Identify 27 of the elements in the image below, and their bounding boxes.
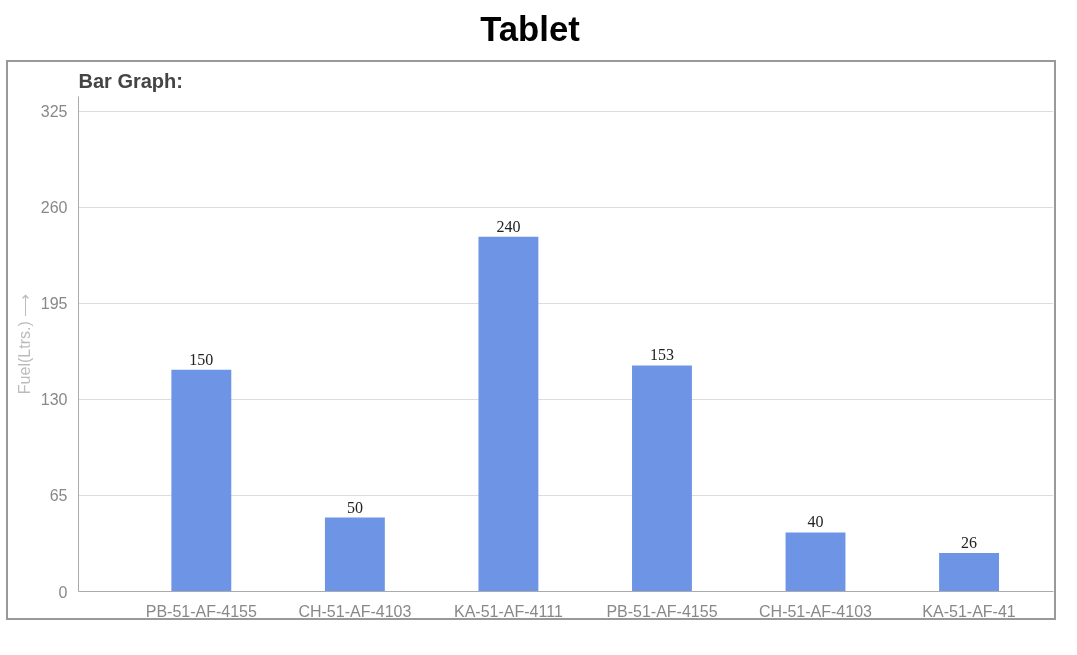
data-label: 26 xyxy=(961,533,978,551)
data-label: 153 xyxy=(649,345,674,363)
bar xyxy=(324,517,385,592)
y-axis-title: Fuel(Ltrs.) ⟶ xyxy=(15,293,33,394)
data-label: 150 xyxy=(189,350,214,368)
x-tick-label: KA-51-AF-4111 xyxy=(454,602,563,620)
data-label: 40 xyxy=(807,512,824,530)
chart-subtitle: Bar Graph: xyxy=(78,69,183,92)
y-tick-label: 325 xyxy=(40,102,68,120)
x-tick-label: CH-51-AF-4103 xyxy=(298,602,412,620)
y-tick-label: 260 xyxy=(40,198,68,216)
bar xyxy=(171,369,232,592)
bar xyxy=(478,236,539,592)
data-label: 240 xyxy=(496,217,521,235)
y-tick-label: 0 xyxy=(58,583,68,601)
y-tick-label: 130 xyxy=(40,390,68,408)
bar xyxy=(632,364,692,592)
x-tick-label: PB-51-AF-4155 xyxy=(145,602,258,620)
x-tick-label: KA-51-AF-41 xyxy=(922,602,1016,620)
chart-title: Tablet xyxy=(480,9,580,50)
bar xyxy=(785,531,846,592)
y-tick-label: 195 xyxy=(40,294,68,312)
x-tick-label: PB-51-AF-4155 xyxy=(606,602,718,620)
bar xyxy=(939,552,999,592)
x-tick-label: CH-51-AF-4103 xyxy=(759,602,873,620)
data-label: 50 xyxy=(346,498,363,516)
y-tick-label: 65 xyxy=(49,486,68,504)
